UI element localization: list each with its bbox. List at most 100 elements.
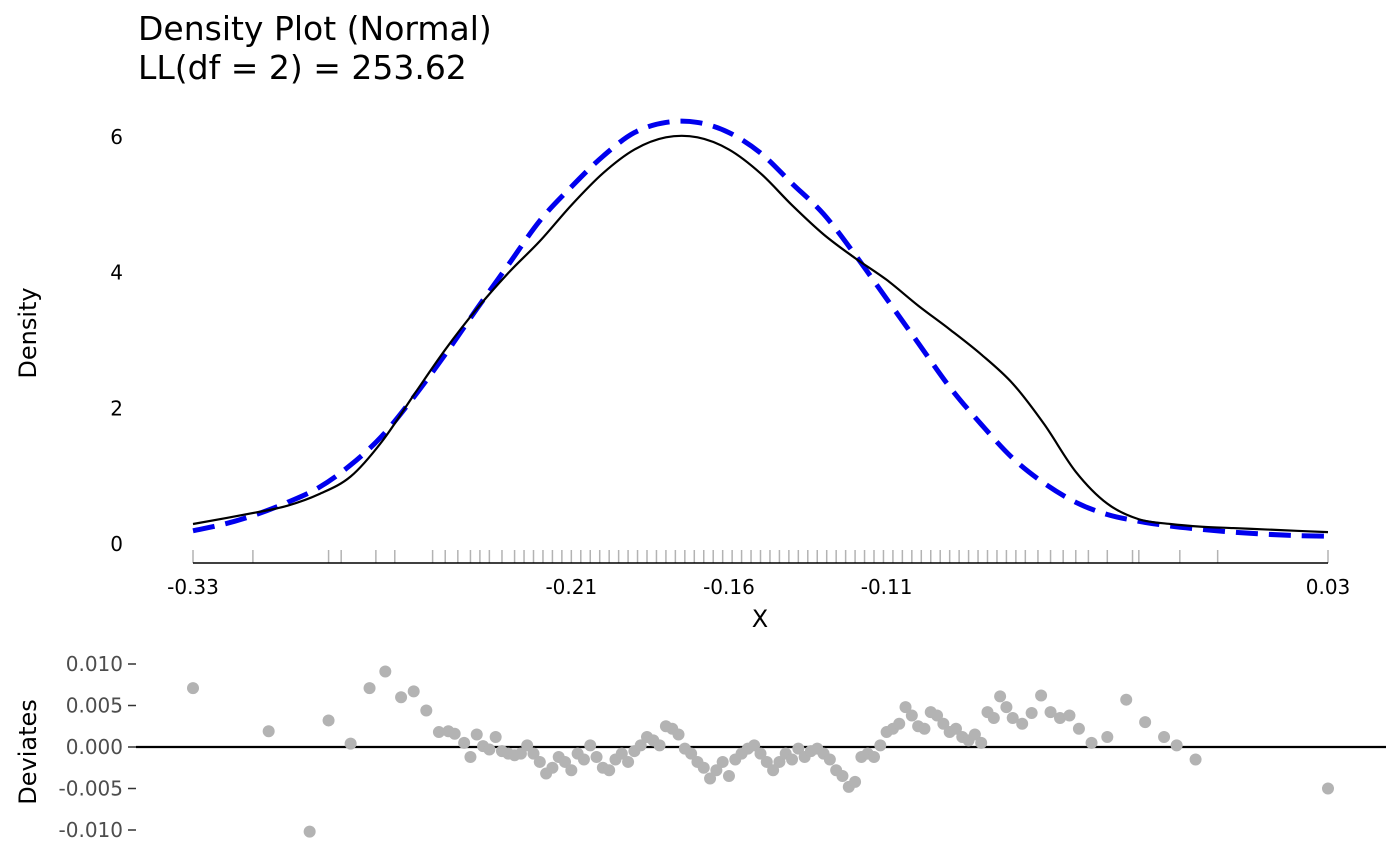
deviate-point xyxy=(303,825,316,838)
deviates-y-axis-label: Deviates xyxy=(14,699,42,805)
deviate-point xyxy=(584,739,597,752)
deviate-point xyxy=(722,770,735,783)
deviate-point xyxy=(748,739,761,752)
deviate-point xyxy=(685,747,698,760)
deviate-point xyxy=(868,750,880,763)
deviate-point xyxy=(994,690,1007,703)
deviate-point xyxy=(1158,731,1171,744)
deviate-point xyxy=(262,725,275,738)
deviate-point xyxy=(786,753,799,766)
deviate-point xyxy=(546,761,559,774)
deviate-point xyxy=(1035,689,1048,702)
deviate-point xyxy=(836,770,849,783)
deviate-point xyxy=(1101,731,1114,744)
deviates-y-tick-label: 0.010 xyxy=(66,652,123,676)
density-y-tick-label: 0 xyxy=(110,532,123,556)
deviates-y-tick-label: -0.005 xyxy=(59,777,123,801)
deviate-point xyxy=(1189,753,1202,766)
density-y-axis-label: Density xyxy=(14,287,42,378)
deviate-point xyxy=(622,755,635,768)
deviate-point xyxy=(489,731,502,744)
deviate-point xyxy=(931,709,944,722)
rug-marks xyxy=(192,550,1329,563)
density-panel: 0 2 4 6 -0.33 -0.21 -0.16 -0.11 0.03 X Density xyxy=(14,118,1350,633)
deviate-point xyxy=(322,714,335,727)
deviate-point xyxy=(893,717,906,730)
chart-subtitle: LL(df = 2) = 253.62 xyxy=(138,48,467,87)
density-x-tick-label: -0.11 xyxy=(861,575,913,599)
deviate-point xyxy=(704,772,717,785)
deviates-y-tick-label: 0.005 xyxy=(66,694,123,718)
deviate-point xyxy=(514,747,527,760)
deviate-point xyxy=(1085,736,1098,749)
deviate-point xyxy=(1139,716,1152,729)
deviate-point xyxy=(187,682,199,695)
deviate-point xyxy=(672,728,685,741)
deviate-point xyxy=(987,711,1000,724)
deviate-point xyxy=(527,747,540,760)
deviate-point xyxy=(754,747,767,760)
density-x-ticks: -0.33 -0.21 -0.16 -0.11 0.03 xyxy=(167,575,1350,599)
density-y-tick-label: 2 xyxy=(110,396,123,420)
deviate-point xyxy=(767,764,780,777)
deviate-point xyxy=(1120,693,1133,706)
deviate-point xyxy=(344,737,357,750)
density-x-tick-label: -0.16 xyxy=(703,575,755,599)
deviate-point xyxy=(464,750,477,763)
deviate-point xyxy=(603,764,616,777)
deviate-point xyxy=(697,761,710,774)
deviate-point xyxy=(905,709,918,722)
deviate-point xyxy=(975,736,988,749)
deviate-point xyxy=(590,750,603,763)
deviate-point xyxy=(874,739,887,752)
density-y-tick-label: 6 xyxy=(110,125,123,149)
deviate-point xyxy=(1054,711,1067,724)
deviate-point xyxy=(849,775,862,788)
deviate-point xyxy=(1025,706,1038,719)
deviate-point xyxy=(1016,717,1029,730)
deviate-point xyxy=(559,755,572,768)
deviate-point xyxy=(634,739,647,752)
density-x-tick-label: -0.33 xyxy=(167,575,219,599)
deviate-point xyxy=(710,764,723,777)
deviate-point xyxy=(577,753,590,766)
deviate-point xyxy=(899,701,912,714)
deviate-point xyxy=(521,739,534,752)
deviate-point xyxy=(773,755,786,768)
deviate-point xyxy=(420,704,433,717)
deviate-point xyxy=(1000,701,1013,714)
deviate-point xyxy=(1170,739,1183,752)
deviate-point xyxy=(458,736,471,749)
deviate-point xyxy=(363,682,376,695)
deviate-point xyxy=(1322,782,1334,795)
deviate-point xyxy=(792,742,805,755)
density-x-tick-label: -0.21 xyxy=(545,575,597,599)
deviates-y-tick-label: -0.010 xyxy=(59,818,123,842)
deviate-point xyxy=(565,764,578,777)
deviate-point xyxy=(483,743,496,756)
kernel-density-curve xyxy=(192,134,1329,534)
deviate-point xyxy=(937,717,950,730)
deviate-point xyxy=(1006,711,1019,724)
deviates-points xyxy=(187,665,1334,838)
density-y-ticks: 0 2 4 6 xyxy=(110,125,123,556)
deviate-point xyxy=(407,685,420,698)
deviate-point xyxy=(1063,709,1076,722)
deviate-point xyxy=(533,755,546,768)
deviate-point xyxy=(470,728,483,741)
deviate-point xyxy=(760,755,773,768)
deviate-point xyxy=(949,722,962,735)
normal-fit-curve xyxy=(192,118,1329,539)
deviates-panel: 0.010 0.005 0.000 -0.005 -0.010 Deviates xyxy=(14,652,1386,842)
deviate-point xyxy=(653,739,666,752)
deviate-point xyxy=(918,722,931,735)
deviate-point xyxy=(432,726,445,739)
deviates-y-tick-label: 0.000 xyxy=(66,735,123,759)
deviate-point xyxy=(379,665,392,678)
deviate-point xyxy=(1044,706,1057,719)
deviate-point xyxy=(1072,722,1085,735)
deviate-point xyxy=(823,753,836,766)
deviates-y-ticks: 0.010 0.005 0.000 -0.005 -0.010 xyxy=(59,652,136,842)
deviate-point xyxy=(716,755,729,768)
